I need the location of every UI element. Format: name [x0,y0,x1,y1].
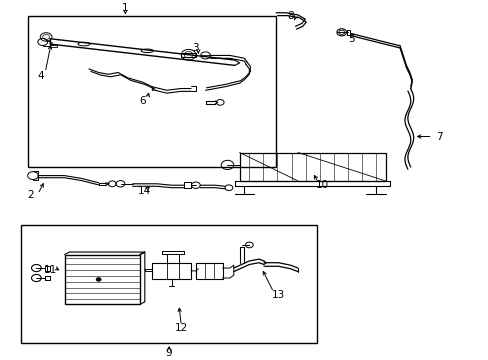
Circle shape [96,278,101,281]
Text: 12: 12 [174,324,187,333]
Text: 9: 9 [165,348,172,358]
Text: 13: 13 [271,290,285,300]
Text: 7: 7 [435,131,442,141]
Text: 3: 3 [192,42,199,53]
Text: 8: 8 [287,11,293,21]
Bar [28,15,276,167]
Text: 2: 2 [27,190,34,200]
Text: 1: 1 [122,3,128,13]
Text: 4: 4 [37,71,43,81]
Bar [64,255,140,304]
Text: 5: 5 [347,34,354,44]
Text: 10: 10 [315,180,328,189]
Text: 11: 11 [43,265,57,275]
Text: 14: 14 [138,186,151,196]
Bar [21,225,317,343]
Text: 6: 6 [139,96,145,106]
